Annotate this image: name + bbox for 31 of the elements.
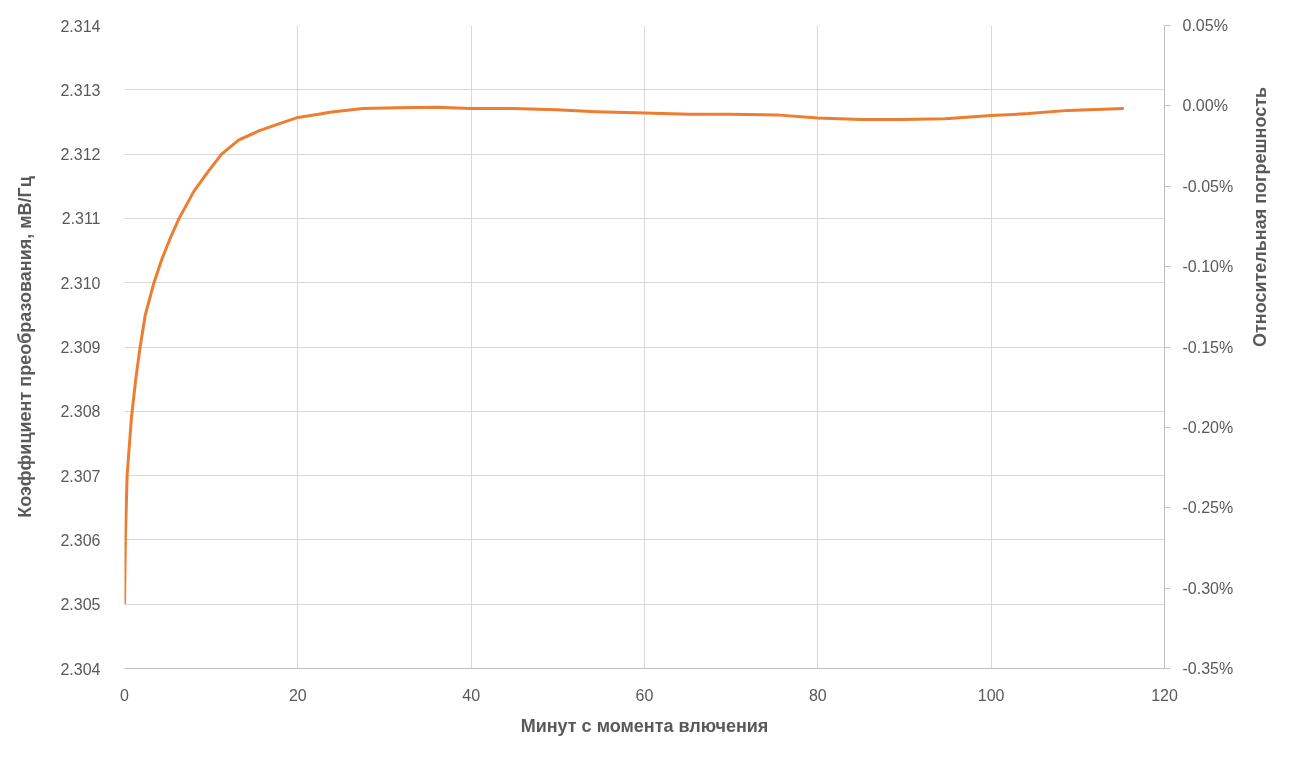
y2-tick-label: -0.20% [1182,418,1234,436]
y-tick-label: 2.313 [60,81,101,99]
x-tick-label: 120 [1151,686,1178,704]
y-tick-label: 2.306 [60,531,101,549]
y-tick-label: 2.305 [60,596,101,614]
y2-tick-label: -0.10% [1182,258,1234,276]
y-tick-label: 2.310 [60,274,101,292]
y2-tick-label: 0.00% [1182,97,1228,115]
x-tick-label: 60 [635,686,654,704]
y-axis-title: Коэффициент преобразования, мВ/Гц [15,176,36,518]
x-tick-label: 0 [120,686,130,704]
x-tick-label: 20 [288,686,307,704]
x-axis-title: Минут с момента влючения [520,715,769,736]
y-tick-label: 2.312 [60,146,101,164]
x-tick-label: 100 [977,686,1005,704]
y-tick-label: 2.314 [60,17,101,35]
y-tick-label: 2.311 [61,210,101,228]
y-tick-label: 2.309 [60,339,101,356]
y-tick-label: 2.308 [60,403,101,421]
y2-tick-label: -0.25% [1182,499,1234,517]
y2-tick-label: 0.05% [1182,17,1228,34]
y2-tick-label: -0.05% [1182,177,1234,195]
x-tick-label: 80 [808,686,827,704]
x-tick-label: 40 [462,686,481,704]
y2-tick-label: -0.35% [1182,660,1234,677]
line-series [124,105,1126,606]
y2-axis-title: Относительная погрешность [1250,86,1271,347]
y2-tick-label: -0.30% [1182,579,1234,597]
y-tick-label: 2.304 [60,660,101,678]
y-tick-label: 2.307 [60,467,101,485]
y2-tick-label: -0.15% [1182,338,1234,356]
